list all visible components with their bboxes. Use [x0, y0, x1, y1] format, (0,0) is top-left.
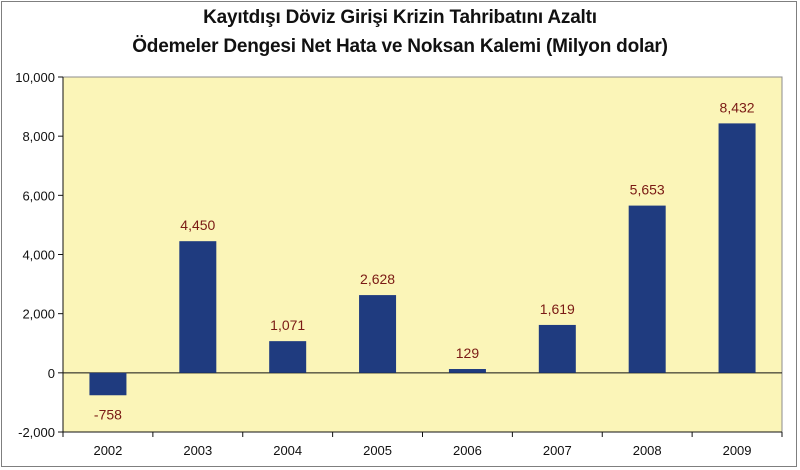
data-label: 1,619 — [540, 301, 575, 317]
bar — [628, 205, 666, 373]
data-label: 4,450 — [180, 217, 215, 233]
data-label: -758 — [94, 406, 122, 422]
data-label: 8,432 — [720, 99, 755, 115]
bar — [359, 295, 397, 373]
x-tick-label: 2008 — [633, 443, 662, 458]
x-tick-label: 2006 — [453, 443, 482, 458]
y-tick-label: 6,000 — [22, 188, 55, 203]
bar — [269, 341, 307, 373]
plot-area — [62, 76, 783, 433]
bar — [89, 372, 127, 396]
y-tick-label: 10,000 — [15, 70, 55, 85]
x-tick-label: 2005 — [363, 443, 392, 458]
data-label: 1,071 — [270, 317, 305, 333]
bar — [538, 324, 576, 373]
y-tick-label: 8,000 — [22, 129, 55, 144]
data-label: 2,628 — [360, 271, 395, 287]
y-tick-label: 4,000 — [22, 248, 55, 263]
data-label: 5,653 — [630, 182, 665, 198]
data-label: 129 — [456, 345, 480, 361]
chart-subtitle: Ödemeler Dengesi Net Hata ve Noksan Kale… — [132, 36, 668, 57]
x-tick-label: 2009 — [723, 443, 752, 458]
bar — [718, 123, 756, 373]
y-tick-label: 2,000 — [22, 307, 55, 322]
chart-title: Kayıtdışı Döviz Girişi Krizin Tahribatın… — [203, 7, 597, 28]
y-tick-label: -2,000 — [18, 425, 55, 440]
x-tick-label: 2003 — [183, 443, 212, 458]
bar — [448, 369, 486, 373]
x-tick-label: 2007 — [543, 443, 572, 458]
x-tick-label: 2002 — [93, 443, 122, 458]
bar — [179, 241, 217, 373]
y-tick-label: 0 — [48, 366, 55, 381]
x-tick-label: 2004 — [273, 443, 302, 458]
